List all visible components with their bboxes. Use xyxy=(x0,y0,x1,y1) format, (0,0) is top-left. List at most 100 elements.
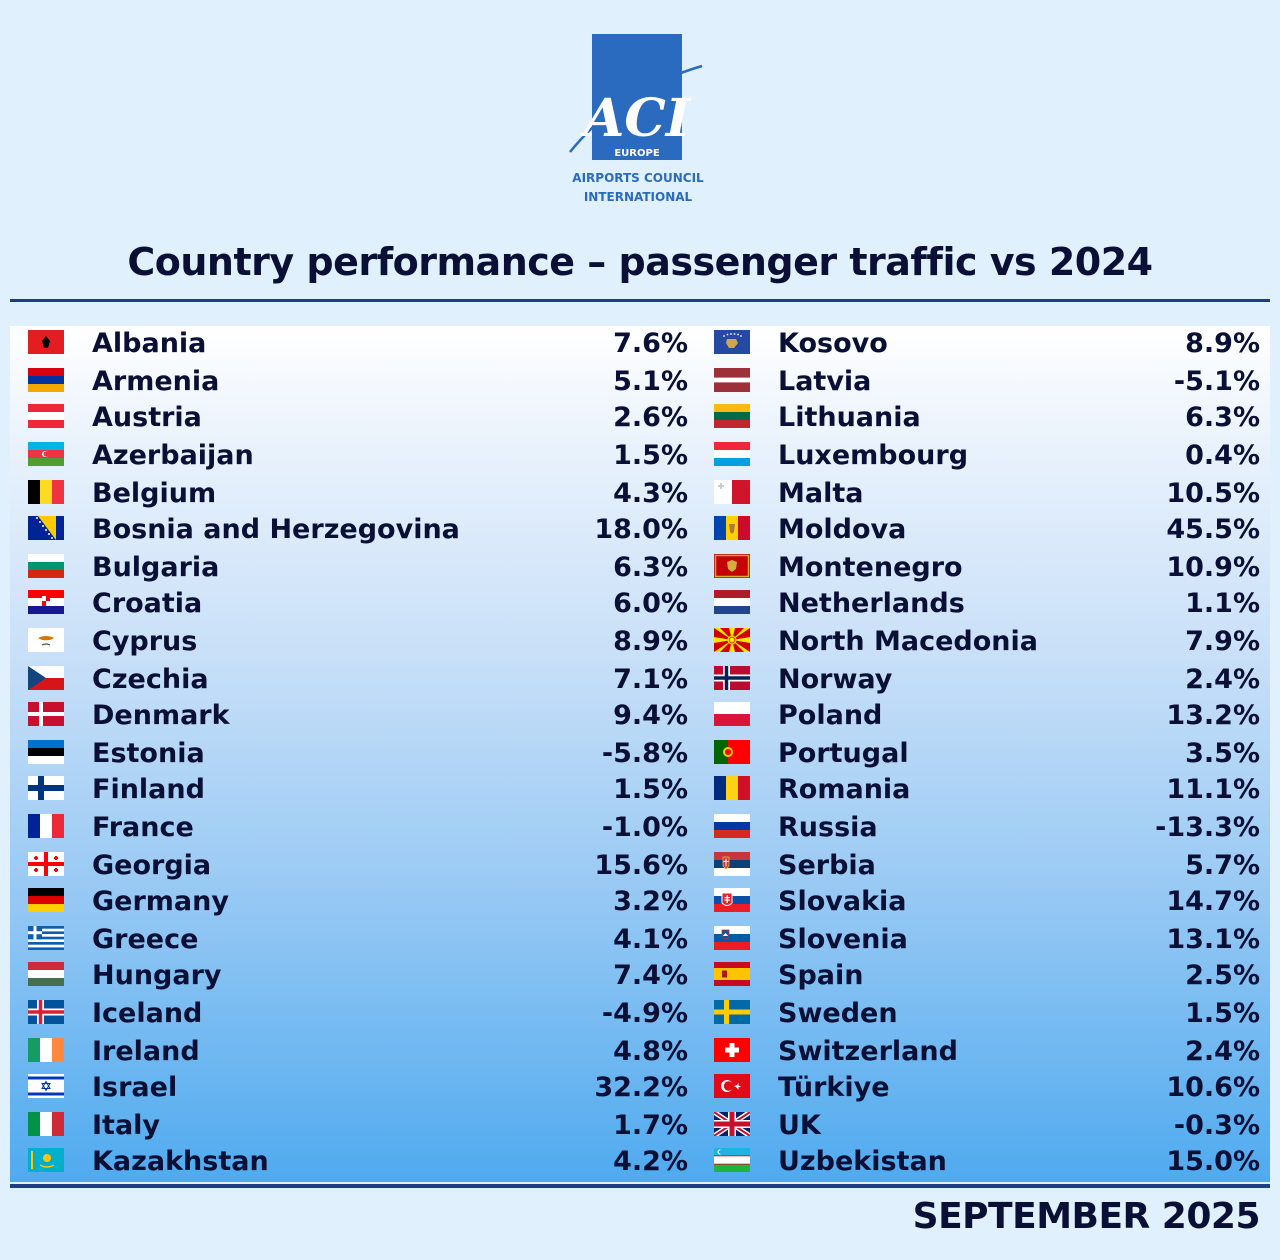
table-row: Serbia 5.7% xyxy=(714,848,1260,884)
country-value: -5.1% xyxy=(1173,366,1260,397)
table-row: North Macedonia 7.9% xyxy=(714,624,1260,660)
table-row: Netherlands 1.1% xyxy=(714,586,1260,622)
table-row: Luxembourg 0.4% xyxy=(714,438,1260,474)
country-value: 1.5% xyxy=(613,774,688,805)
table-row: France -1.0% xyxy=(28,810,688,846)
country-value: 5.7% xyxy=(1185,850,1260,881)
country-name: Azerbaijan xyxy=(92,440,254,471)
country-value: 4.8% xyxy=(613,1036,688,1067)
flag-belgium-icon xyxy=(28,480,64,504)
flag-poland-icon xyxy=(714,702,750,726)
table-row: Uzbekistan 15.0% xyxy=(714,1144,1260,1180)
table-row: Azerbaijan 1.5% xyxy=(28,438,688,474)
country-value: 4.1% xyxy=(613,924,688,955)
flag-malta-icon xyxy=(714,480,750,504)
country-value: 1.1% xyxy=(1185,588,1260,619)
flag-azerbaijan-icon xyxy=(28,442,64,466)
table-row: Hungary 7.4% xyxy=(28,958,688,994)
country-value: -0.3% xyxy=(1173,1110,1260,1141)
country-name: Netherlands xyxy=(778,588,965,619)
flag-denmark-icon xyxy=(28,702,64,726)
country-value: 18.0% xyxy=(594,514,688,545)
table-row: Finland 1.5% xyxy=(28,772,688,808)
country-value: -1.0% xyxy=(601,812,688,843)
table-row: Cyprus 8.9% xyxy=(28,624,688,660)
country-value: 32.2% xyxy=(594,1072,688,1103)
country-name: Norway xyxy=(778,664,893,695)
country-value: 45.5% xyxy=(1166,514,1260,545)
country-name: Czechia xyxy=(92,664,209,695)
country-name: Moldova xyxy=(778,514,907,545)
country-value: 4.3% xyxy=(613,478,688,509)
country-name: Austria xyxy=(92,402,202,433)
country-value: 4.2% xyxy=(613,1146,688,1177)
country-name: Denmark xyxy=(92,700,230,731)
logo-org-line1: AIRPORTS COUNCIL xyxy=(572,171,704,185)
country-name: Georgia xyxy=(92,850,212,881)
table-row: Iceland -4.9% xyxy=(28,996,688,1032)
country-name: Bosnia and Herzegovina xyxy=(92,514,460,545)
table-row: Denmark 9.4% xyxy=(28,698,688,734)
country-name: Hungary xyxy=(92,960,222,991)
table-row: Spain 2.5% xyxy=(714,958,1260,994)
country-value: 15.6% xyxy=(594,850,688,881)
country-value: 3.2% xyxy=(613,886,688,917)
country-name: Latvia xyxy=(778,366,872,397)
country-name: Switzerland xyxy=(778,1036,958,1067)
period-label: SEPTEMBER 2025 xyxy=(912,1196,1261,1237)
country-name: Slovakia xyxy=(778,886,907,917)
table-row: Lithuania 6.3% xyxy=(714,400,1260,436)
flag-spain-icon xyxy=(714,962,750,986)
country-value: 10.6% xyxy=(1166,1072,1260,1103)
country-name: Portugal xyxy=(778,738,909,769)
flag-slovenia-icon xyxy=(714,926,750,950)
table-row: Malta 10.5% xyxy=(714,476,1260,512)
country-name: Kosovo xyxy=(778,328,888,359)
flag-germany-icon xyxy=(28,888,64,912)
flag-austria-icon xyxy=(28,404,64,428)
flag-bulgaria-icon xyxy=(28,554,64,578)
logo-letters: ACI xyxy=(579,88,692,149)
table-row: Bosnia and Herzegovina 18.0% xyxy=(28,512,688,548)
flag-albania-icon xyxy=(28,330,64,354)
country-value: -13.3% xyxy=(1155,812,1260,843)
table-row: Slovakia 14.7% xyxy=(714,884,1260,920)
country-value: 2.4% xyxy=(1185,1036,1260,1067)
flag-croatia-icon xyxy=(28,590,64,614)
table-row: Montenegro 10.9% xyxy=(714,550,1260,586)
flag-uzbekistan-icon xyxy=(714,1148,750,1172)
table-row: Poland 13.2% xyxy=(714,698,1260,734)
flag-ireland-icon xyxy=(28,1038,64,1062)
table-row: UK -0.3% xyxy=(714,1108,1260,1144)
country-name: Montenegro xyxy=(778,552,963,583)
country-name: Cyprus xyxy=(92,626,198,657)
country-value: 2.6% xyxy=(613,402,688,433)
flag-estonia-icon xyxy=(28,740,64,764)
flag-turkiye-icon xyxy=(714,1074,750,1098)
table-row: Armenia 5.1% xyxy=(28,364,688,400)
country-value: 1.5% xyxy=(613,440,688,471)
table-row: Kosovo 8.9% xyxy=(714,326,1260,362)
flag-georgia-icon xyxy=(28,852,64,876)
table-row: Switzerland 2.4% xyxy=(714,1034,1260,1070)
table-row: Romania 11.1% xyxy=(714,772,1260,808)
flag-czechia-icon xyxy=(28,666,64,690)
page-title: Country performance – passenger traffic … xyxy=(127,240,1153,284)
country-name: UK xyxy=(778,1110,821,1141)
table-row: Kazakhstan 4.2% xyxy=(28,1144,688,1180)
flag-switzerland-icon xyxy=(714,1038,750,1062)
flag-portugal-icon xyxy=(714,740,750,764)
flag-iceland-icon xyxy=(28,1000,64,1024)
flag-kazakhstan-icon xyxy=(28,1148,64,1172)
flag-sweden-icon xyxy=(714,1000,750,1024)
flag-russia-icon xyxy=(714,814,750,838)
flag-israel-icon xyxy=(28,1074,64,1098)
country-name: North Macedonia xyxy=(778,626,1038,657)
country-value: 7.6% xyxy=(613,328,688,359)
country-name: Greece xyxy=(92,924,199,955)
flag-slovakia-icon xyxy=(714,888,750,912)
table-row: Latvia -5.1% xyxy=(714,364,1260,400)
flag-bosnia-icon xyxy=(28,516,64,540)
country-value: 9.4% xyxy=(613,700,688,731)
flag-serbia-icon xyxy=(714,852,750,876)
